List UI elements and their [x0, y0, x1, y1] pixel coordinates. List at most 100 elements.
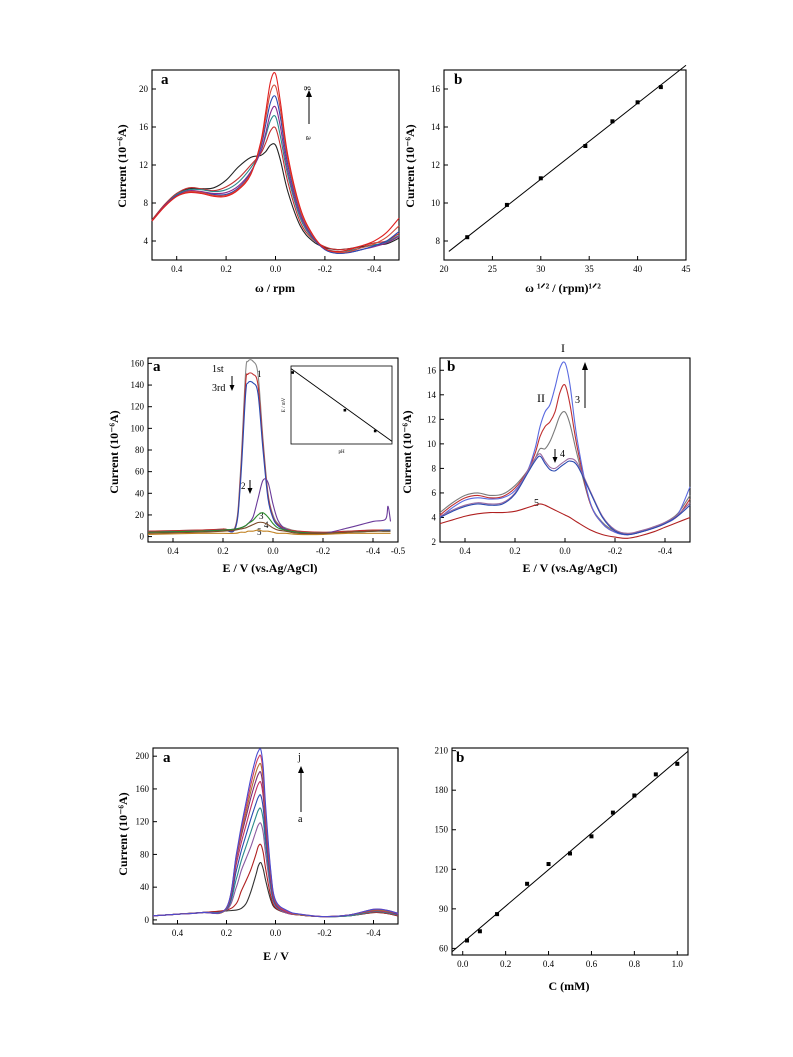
- chart-2b-series-line: [439, 383, 691, 536]
- chart-1b-fit-line: [448, 64, 687, 252]
- chart-3b-xtick-label: 1.0: [672, 959, 684, 969]
- chart-2b-ytick-label: 8: [432, 463, 437, 473]
- chart-2a-annotation-3rd: 3rd: [212, 383, 225, 394]
- chart-3a-panel-label: a: [163, 750, 171, 766]
- chart-3a-ytick-label: 160: [136, 784, 150, 794]
- chart-1a-series-line: [151, 126, 400, 251]
- chart-2a-ytick-label: 80: [135, 445, 145, 455]
- chart-3b-ytick-label: 180: [435, 785, 449, 795]
- chart-2a-xlabel: E / V (vs.Ag/AgCl): [223, 561, 318, 575]
- chart-3a-ytick-label: 40: [140, 882, 150, 892]
- chart-1a-ytick-label: 16: [139, 122, 149, 132]
- chart-1a-annotation-a: a: [304, 136, 314, 140]
- chart-1b-xtick-label: 20: [440, 264, 450, 274]
- chart-3b-data-point: [589, 834, 594, 839]
- chart-2a-inset-point: [343, 408, 347, 412]
- chart-2b-ytick-label: 14: [427, 390, 437, 400]
- chart-2b-ytick-label: 12: [427, 414, 436, 424]
- chart-2a-ytick-label: 40: [135, 488, 145, 498]
- chart-1b-data-point: [583, 144, 588, 148]
- chart-1b-xtick-label: 35: [585, 264, 595, 274]
- chart-1a-series-line: [151, 95, 400, 255]
- chart-1a-ytick-label: 8: [144, 198, 149, 208]
- chart-1a-arrow: [306, 90, 312, 124]
- chart-2b-xtick-label: 0.2: [509, 546, 520, 556]
- chart-1a-xtick-label: 0.4: [171, 264, 183, 274]
- chart-2a-annotation-4: 4: [264, 520, 269, 530]
- chart-3a-series-line: [152, 762, 399, 918]
- chart-1b-data-point: [635, 100, 640, 105]
- chart-1a-xlabel: ω / rpm: [255, 281, 295, 295]
- chart-1b-data-point: [504, 202, 509, 207]
- chart-3b-xtick-label: 0.0: [457, 959, 469, 969]
- chart-1b-panel-label: b: [454, 72, 462, 88]
- chart-1b-xtick-label: 45: [682, 264, 692, 274]
- chart-3a-xtick-label: -0.2: [317, 928, 331, 938]
- chart-2b-annotation-4: 4: [560, 449, 565, 460]
- chart-3a-xtick-label: 0.4: [172, 928, 184, 938]
- chart-3b-data-point: [653, 772, 658, 777]
- chart-2a-panel-label: a: [153, 359, 161, 375]
- chart-3a-ytick-label: 80: [140, 849, 150, 859]
- chart-1b-data-point: [465, 235, 470, 240]
- chart-1b-ytick-label: 14: [431, 122, 441, 132]
- chart-2b-annotation-5: 5: [534, 498, 539, 509]
- chart-3a-ytick-label: 0: [145, 915, 150, 925]
- chart-2a-xtick-label: 0.4: [167, 546, 179, 556]
- chart-1b-ylabel: Current (10⁻⁶A): [403, 124, 417, 207]
- chart-3b-data-point: [546, 862, 551, 867]
- chart-3a-series-line: [152, 861, 399, 918]
- chart-2b-series-line: [439, 503, 691, 539]
- chart-1a-annotation-g: g: [304, 86, 314, 91]
- chart-1b-xtick-label: 40: [633, 264, 643, 274]
- chart-1b-xlabel: ω ¹ᐟ² / (rpm)¹ᐟ²: [525, 281, 601, 295]
- chart-3b-xtick-label: 0.6: [586, 959, 598, 969]
- chart-1a-ytick-label: 12: [139, 160, 148, 170]
- chart-1a-xtick-label: -0.2: [318, 264, 332, 274]
- chart-2b-series-line: [439, 455, 691, 536]
- chart-3b-ytick-label: 210: [435, 746, 449, 756]
- chart-2b-xtick-label: -0.2: [608, 546, 622, 556]
- chart-3a-annotation-j: j: [297, 752, 301, 763]
- chart-3a-frame: [152, 747, 399, 925]
- chart-2a-ytick-label: 140: [131, 380, 145, 390]
- chart-1a-ytick-label: 4: [144, 236, 149, 246]
- chart-2b-xtick-label: -0.4: [658, 546, 673, 556]
- chart-3a-series-line: [152, 771, 399, 918]
- chart-3b-xtick-label: 0.4: [543, 959, 555, 969]
- chart-1b-ytick-label: 12: [431, 160, 440, 170]
- chart-3a-series-line: [152, 748, 399, 918]
- chart-3b-data-point: [495, 912, 500, 917]
- chart-1b-ytick-label: 8: [436, 236, 441, 246]
- chart-1a-series-line: [151, 84, 400, 254]
- chart-1a-xtick-label: 0.2: [220, 264, 231, 274]
- chart-3b-frame: [451, 747, 689, 956]
- chart-3a-series-line: [152, 794, 399, 918]
- chart-2b-ytick-label: 16: [427, 365, 437, 375]
- chart-2b-arrow-down: [552, 449, 558, 463]
- chart-2b-ytick-label: 6: [432, 488, 437, 498]
- chart-3a-series-line: [152, 754, 399, 918]
- chart-3b-data-point: [525, 881, 530, 886]
- chart-1a-panel-label: a: [161, 72, 169, 88]
- chart-3a-arrow: [298, 766, 304, 812]
- chart-2b-ytick-label: 2: [432, 537, 437, 547]
- chart-2a-arrow-cycles: [229, 376, 235, 391]
- chart-2b-ytick-label: 10: [427, 439, 437, 449]
- chart-3b-data-point: [477, 929, 482, 934]
- chart-1a-xtick-label: 0.0: [270, 264, 282, 274]
- chart-3a-xlabel: E / V: [263, 949, 289, 963]
- chart-2b-annotation-II: II: [537, 391, 545, 405]
- chart-2a-inset-fit-line: [290, 368, 393, 442]
- chart-2a-ytick-label: 0: [140, 532, 145, 542]
- chart-2a: a E / V (vs.Ag/AgCl) Current (10⁻⁶A) 1st…: [107, 357, 406, 575]
- chart-2a-inset-xlabel: pH: [338, 450, 345, 455]
- chart-2b-annotation-3: 3: [575, 395, 580, 406]
- chart-3a-series-line: [152, 780, 399, 918]
- chart-3a: a E / V Current (10⁻⁶A) j a 0.4 0.2 0.0 -0.…: [116, 747, 399, 963]
- chart-2a-ytick-label: 20: [135, 510, 145, 520]
- chart-2b-series-line: [439, 361, 691, 536]
- chart-3b: b C (mM) 0.0 0.2 0.4 0.6 0.8 1.0 60 90 120 150 180…: [435, 746, 689, 993]
- chart-2a-xtick-label: -0.5: [391, 546, 406, 556]
